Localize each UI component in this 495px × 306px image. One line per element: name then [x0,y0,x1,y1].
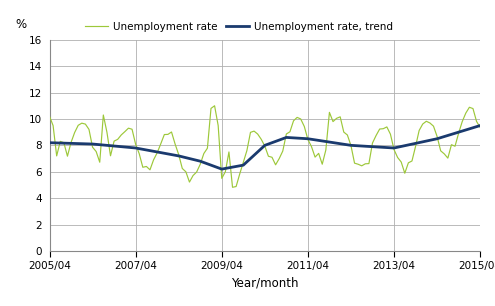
Unemployment rate, trend [147,149,153,152]
Unemployment rate, trend [47,141,52,144]
Unemployment rate [455,131,461,135]
Unemployment rate [47,114,52,118]
Unemployment rate, trend [233,165,239,168]
Unemployment rate, trend [90,142,96,146]
Unemployment rate [477,125,483,129]
Unemployment rate [147,168,153,172]
Line: Unemployment rate, trend: Unemployment rate, trend [50,125,480,169]
Unemployment rate, trend [319,139,325,143]
Unemployment rate, trend [477,124,483,127]
Unemployment rate, trend [341,142,346,146]
Unemployment rate [345,133,350,137]
Text: %: % [15,18,26,31]
Unemployment rate [237,172,243,176]
X-axis label: Year/month: Year/month [231,277,298,290]
Line: Unemployment rate: Unemployment rate [50,106,480,187]
Legend: Unemployment rate, Unemployment rate, trend: Unemployment rate, Unemployment rate, tr… [81,17,397,36]
Unemployment rate [230,185,236,189]
Unemployment rate [211,104,217,108]
Unemployment rate [90,145,96,149]
Unemployment rate, trend [452,131,458,135]
Unemployment rate, trend [219,167,225,171]
Unemployment rate [323,148,329,152]
